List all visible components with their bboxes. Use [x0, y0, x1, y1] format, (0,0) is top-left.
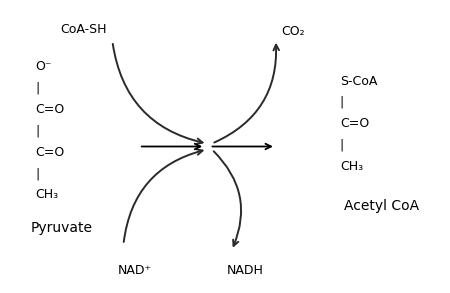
Text: Pyruvate: Pyruvate: [31, 221, 93, 235]
Text: |: |: [35, 167, 39, 180]
Text: O⁻: O⁻: [35, 60, 52, 73]
Text: Acetyl CoA: Acetyl CoA: [344, 199, 419, 213]
Text: C=O: C=O: [340, 117, 369, 130]
Text: C=O: C=O: [35, 146, 64, 159]
Text: CH₃: CH₃: [340, 160, 363, 173]
Text: C=O: C=O: [35, 103, 64, 116]
Text: S-CoA: S-CoA: [340, 74, 377, 88]
Text: CO₂: CO₂: [282, 25, 305, 38]
Text: NADH: NADH: [226, 264, 263, 277]
Text: |: |: [35, 82, 39, 95]
Text: |: |: [340, 96, 344, 109]
Text: |: |: [35, 124, 39, 137]
Text: CH₃: CH₃: [35, 188, 58, 201]
Text: CoA-SH: CoA-SH: [60, 23, 107, 36]
Text: NAD⁺: NAD⁺: [117, 264, 152, 277]
Text: |: |: [340, 139, 344, 151]
